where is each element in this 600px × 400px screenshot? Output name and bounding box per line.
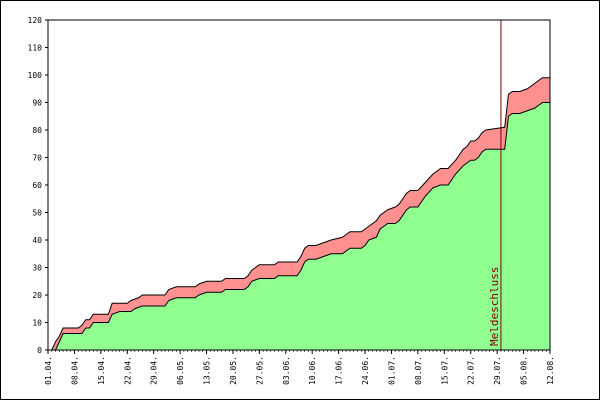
x-tick-label-5: 29.04. <box>150 356 159 385</box>
x-tick-label-4: 22.04. <box>123 356 132 385</box>
series-areas <box>48 77 550 351</box>
y-tick-label-50: 50 <box>32 209 42 218</box>
x-tick-label-11: 10.06. <box>308 356 317 385</box>
x-tick-label-7: 13.05. <box>203 356 212 385</box>
x-tick-label-1: 01.04. <box>44 356 53 385</box>
series-2-line <box>48 77 550 351</box>
y-tick-label-110: 110 <box>28 44 43 53</box>
y-tick-label-70: 70 <box>32 154 42 163</box>
x-tick-label-2: 08.04. <box>70 356 79 385</box>
x-tick-label-13: 24.06. <box>361 356 370 385</box>
y-tick-label-120: 120 <box>28 16 43 25</box>
y-tick-label-20: 20 <box>32 291 42 300</box>
series-1-line <box>48 102 550 351</box>
annotation-label-1: Meldeschluss <box>488 267 501 346</box>
x-tick-label-14: 01.07. <box>387 356 396 385</box>
series-1-area <box>48 102 550 350</box>
x-tick-label-8: 20.05. <box>229 356 238 385</box>
x-tick-label-9: 27.05. <box>255 356 264 385</box>
x-tick-label-12: 17.06. <box>335 356 344 385</box>
y-tick-label-40: 40 <box>32 236 42 245</box>
y-tick-label-90: 90 <box>32 99 42 108</box>
y-tick-label-100: 100 <box>28 71 43 80</box>
x-tick-label-16: 15.07. <box>440 356 449 385</box>
y-tick-label-30: 30 <box>32 264 42 273</box>
x-tick-label-19: 05.08. <box>520 356 529 385</box>
y-tick-label-80: 80 <box>32 126 42 135</box>
x-tick-label-17: 22.07. <box>467 356 476 385</box>
y-tick-label-10: 10 <box>32 319 42 328</box>
x-tick-label-6: 06.05. <box>176 356 185 385</box>
y-tick-label-60: 60 <box>32 181 42 190</box>
x-tick-label-10: 03.06. <box>282 356 291 385</box>
x-tick-label-15: 08.07. <box>414 356 423 385</box>
x-tick-label-3: 15.04. <box>97 356 106 385</box>
axes: 0 10 20 30 40 50 60 70 80 90 100 110 120 01.04. 08.04.… <box>28 16 555 385</box>
y-tick-label-0: 0 <box>37 346 42 355</box>
x-tick-label-20: 12.08. <box>546 356 555 385</box>
annotation-layer: Meldeschluss <box>488 20 502 350</box>
x-tick-label-18: 29.07. <box>493 356 502 385</box>
